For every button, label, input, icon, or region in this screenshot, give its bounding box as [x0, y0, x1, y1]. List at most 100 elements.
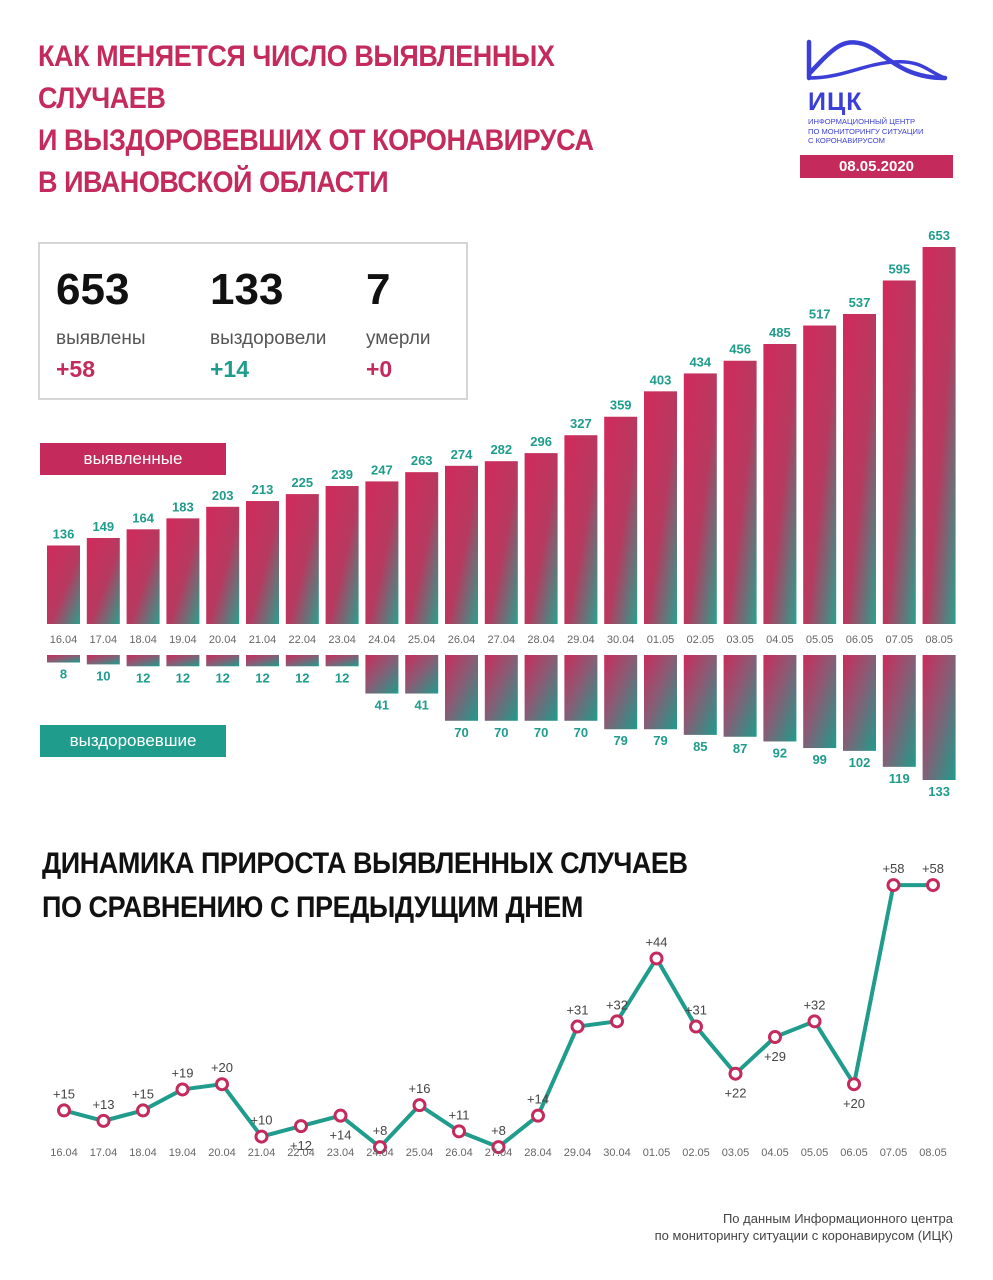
stat-delta: +14	[210, 356, 250, 382]
recovered-value-label: 70	[454, 725, 468, 740]
detected-value-label: 149	[92, 519, 114, 534]
recovered-bar	[524, 655, 558, 721]
recovered-value-label: 12	[215, 670, 229, 685]
title-line-3: В ИВАНОВСКОЙ ОБЛАСТИ	[38, 166, 389, 199]
date-tick-label: 25.04	[408, 634, 436, 646]
recovered-bar	[723, 655, 757, 737]
detected-value-label: 282	[490, 442, 512, 457]
recovered-value-label: 102	[849, 755, 871, 770]
detected-bar	[484, 461, 518, 624]
growth-date-label: 17.04	[90, 1147, 118, 1159]
growth-date-label: 30.04	[603, 1147, 631, 1159]
growth-date-label: 04.05	[761, 1147, 789, 1159]
date-tick-label: 17.04	[90, 634, 118, 646]
source-line: По данным Информационного центра	[722, 1211, 953, 1226]
stat-label: выявлены	[56, 328, 146, 349]
growth-point	[254, 1129, 269, 1144]
detected-bar	[126, 529, 160, 624]
recovered-value-label: 12	[335, 670, 349, 685]
detected-bar	[365, 481, 399, 624]
growth-title-line-2: ПО СРАВНЕНИЮ С ПРЕДЫДУЩИМ ДНЕМ	[42, 891, 583, 924]
recovered-bar	[604, 655, 638, 730]
date-tick-label: 22.04	[289, 634, 317, 646]
recovered-value-label: 8	[60, 667, 67, 682]
detected-value-label: 136	[53, 526, 75, 541]
recovered-bar	[644, 655, 677, 730]
growth-point	[768, 1030, 782, 1045]
growth-value-label: +20	[211, 1060, 233, 1075]
growth-value-label: +19	[171, 1065, 193, 1080]
detected-value-label: 403	[650, 372, 672, 387]
growth-value-label: +29	[764, 1049, 786, 1064]
detected-bar	[524, 453, 558, 624]
recovered-bar	[365, 655, 399, 694]
growth-date-label: 18.04	[129, 1147, 157, 1159]
legend-detected: выявленные	[40, 443, 226, 475]
growth-value-label: +32	[803, 997, 825, 1012]
stat-delta: +0	[366, 356, 393, 382]
detected-value-label: 537	[849, 295, 871, 310]
date-tick-label: 30.04	[607, 634, 635, 646]
growth-value-label: +14	[527, 1092, 549, 1107]
date-tick-label: 20.04	[209, 634, 237, 646]
detected-value-label: 263	[411, 453, 433, 468]
recovered-value-label: 79	[613, 733, 627, 748]
stat-deaths: 7 умерли +0	[366, 266, 431, 383]
logo-subtitle-line: с коронавирусом	[808, 136, 885, 146]
growth-value-label: +8	[491, 1123, 506, 1138]
recovered-bar	[922, 655, 956, 780]
stat-label: умерли	[366, 328, 431, 349]
growth-point	[491, 1140, 506, 1155]
stat-detected: 653 выявлены +58	[56, 266, 146, 383]
growth-date-label: 26.04	[445, 1147, 473, 1159]
recovered-value-label: 41	[375, 698, 389, 713]
detected-value-label: 359	[610, 398, 632, 413]
recovered-bar	[803, 655, 837, 749]
recovered-value-label: 133	[928, 784, 950, 799]
growth-date-label: 20.04	[208, 1147, 236, 1159]
recovered-bar	[325, 655, 359, 667]
recovered-value-label: 12	[255, 670, 269, 685]
legend-recovered: выздоровевшие	[40, 725, 226, 757]
detected-value-label: 274	[451, 447, 473, 462]
growth-date-label: 21.04	[248, 1147, 276, 1159]
page-title: КАК МЕНЯЕТСЯ ЧИСЛО ВЫЯВЛЕННЫХ СЛУЧАЕВ И …	[38, 36, 632, 204]
date-tick-label: 27.04	[488, 634, 516, 646]
growth-value-label: +13	[92, 1097, 114, 1112]
growth-line-chart: +15 16.04 +13 17.04 +15 18.04 +19 19.04 +20 20.04…	[50, 861, 947, 1159]
growth-date-label: 19.04	[169, 1147, 197, 1159]
date-tick-label: 29.04	[567, 634, 595, 646]
growth-point	[373, 1140, 387, 1155]
growth-date-label: 28.04	[524, 1147, 552, 1159]
growth-point	[531, 1108, 545, 1123]
growth-date-label: 23.04	[327, 1147, 355, 1159]
stat-value: 133	[210, 265, 284, 314]
growth-point	[452, 1124, 466, 1139]
detected-value-label: 296	[530, 434, 552, 449]
recovered-bar	[126, 655, 160, 667]
detected-bar	[47, 545, 80, 624]
growth-date-label: 27.04	[485, 1147, 513, 1159]
growth-title-line-1: ДИНАМИКА ПРИРОСТА ВЫЯВЛЕННЫХ СЛУЧАЕВ	[42, 847, 688, 880]
detected-bar	[86, 537, 120, 624]
detected-value-label: 239	[331, 467, 353, 482]
logo-wave-icon	[806, 39, 948, 81]
growth-value-label: +32	[606, 997, 628, 1012]
growth-value-label: +31	[685, 1003, 707, 1018]
recovered-value-label: 87	[733, 741, 747, 756]
growth-value-label: +12	[290, 1138, 312, 1153]
growth-value-label: +20	[843, 1096, 865, 1111]
recovered-value-label: 10	[96, 668, 110, 683]
detected-bar	[882, 280, 916, 624]
growth-date-label: 24.04	[366, 1147, 394, 1159]
growth-date-label: 07.05	[880, 1147, 908, 1159]
growth-point	[689, 1019, 703, 1034]
recovered-bar	[47, 655, 80, 663]
growth-point	[570, 1019, 585, 1034]
recovered-bar	[484, 655, 518, 721]
detected-value-label: 434	[689, 354, 711, 369]
logo-subtitle: Информационный центр по мониторингу ситу…	[808, 117, 958, 146]
detected-bar	[246, 501, 279, 624]
detected-value-label: 247	[371, 462, 393, 477]
date-tick-label: 26.04	[448, 634, 476, 646]
